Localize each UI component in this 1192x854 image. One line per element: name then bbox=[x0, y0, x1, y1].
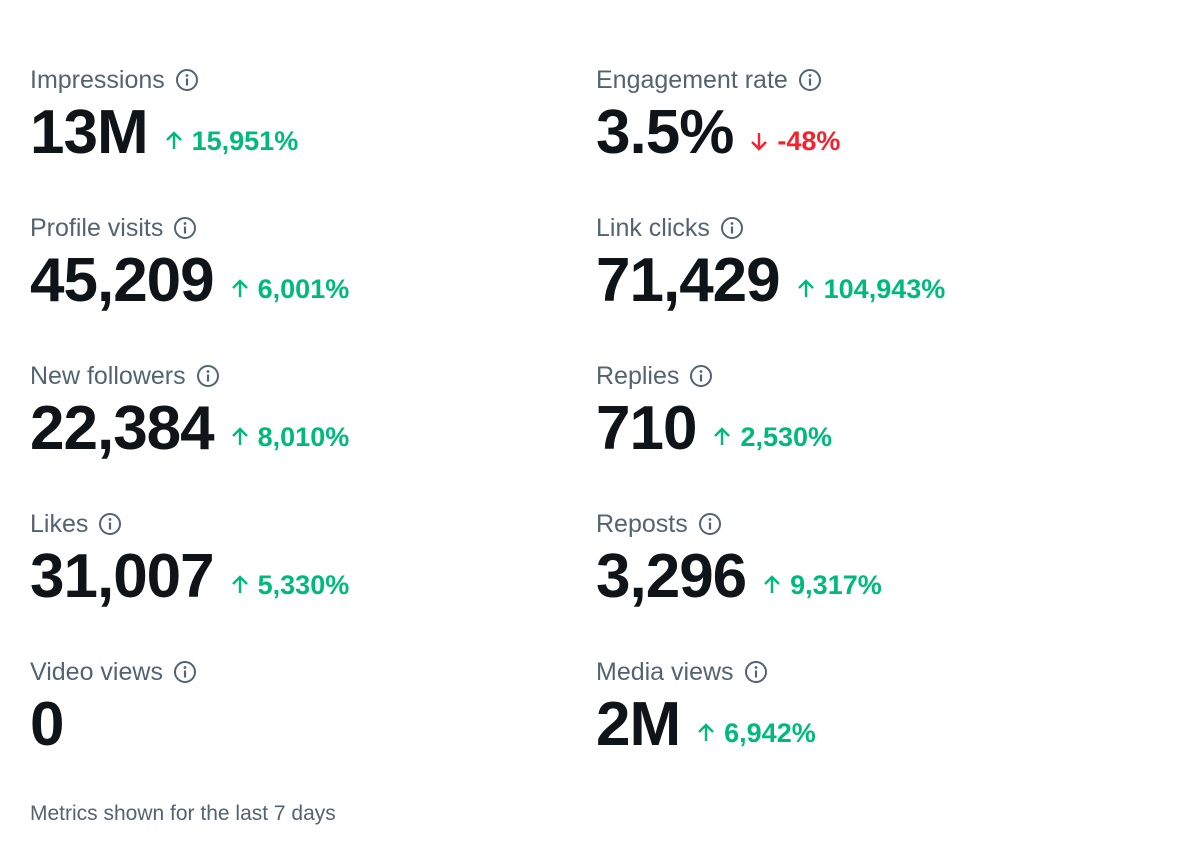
metric-change-value: 6,001% bbox=[257, 273, 350, 304]
metric-label: Reposts bbox=[596, 509, 688, 538]
metric-label: Likes bbox=[30, 509, 89, 538]
metric-media-views: Media views 2M 6,942% bbox=[596, 657, 1136, 763]
metric-change-value: -48% bbox=[777, 125, 841, 156]
arrow-up-icon bbox=[694, 721, 718, 745]
metric-change-value: 104,943% bbox=[823, 273, 946, 304]
metric-label: Profile visits bbox=[30, 213, 164, 242]
metric-value: 2M bbox=[596, 690, 681, 759]
metric-engagement-rate: Engagement rate 3.5% -48% bbox=[596, 65, 1136, 171]
metric-value: 710 bbox=[596, 394, 697, 463]
info-icon[interactable] bbox=[173, 216, 197, 240]
info-icon[interactable] bbox=[173, 660, 197, 684]
metric-value: 13M bbox=[30, 98, 149, 167]
metric-change: 8,010% bbox=[228, 421, 350, 453]
metric-label: Replies bbox=[596, 361, 680, 390]
arrow-up-icon bbox=[794, 277, 818, 301]
metric-change: 15,951% bbox=[162, 125, 299, 157]
metric-link-clicks: Link clicks 71,429 104,943% bbox=[596, 213, 1136, 319]
info-icon[interactable] bbox=[689, 364, 713, 388]
metric-change: 104,943% bbox=[794, 273, 946, 305]
metric-video-views: Video views 0 bbox=[30, 657, 570, 763]
info-icon[interactable] bbox=[798, 68, 822, 92]
arrow-up-icon bbox=[228, 573, 252, 597]
metric-label: Impressions bbox=[30, 65, 165, 94]
metric-change-value: 6,942% bbox=[724, 717, 816, 748]
metric-value: 31,007 bbox=[30, 542, 215, 611]
metric-change-value: 15,951% bbox=[191, 125, 299, 156]
metric-label: Video views bbox=[30, 657, 163, 686]
metric-change: 6,001% bbox=[228, 273, 350, 305]
metric-change: -48% bbox=[747, 126, 840, 157]
metric-value: 0 bbox=[30, 690, 64, 759]
arrow-up-icon bbox=[710, 425, 734, 449]
metric-change: 5,330% bbox=[228, 569, 350, 601]
metric-replies: Replies 710 2,530% bbox=[596, 361, 1136, 467]
arrow-up-icon bbox=[760, 573, 784, 597]
metric-value: 71,429 bbox=[596, 246, 781, 315]
metrics-footnote: Metrics shown for the last 7 days bbox=[30, 802, 336, 825]
metric-likes: Likes 31,007 5,330% bbox=[30, 509, 570, 615]
metric-profile-visits: Profile visits 45,209 6,001% bbox=[30, 213, 570, 319]
info-icon[interactable] bbox=[698, 512, 722, 536]
arrow-up-icon bbox=[228, 425, 252, 449]
metric-impressions: Impressions 13M 15,951% bbox=[30, 65, 570, 171]
info-icon[interactable] bbox=[98, 512, 122, 536]
metric-change-value: 9,317% bbox=[790, 569, 882, 600]
metric-change-value: 8,010% bbox=[257, 421, 350, 452]
metric-reposts: Reposts 3,296 9,317% bbox=[596, 509, 1136, 615]
metric-change-value: 5,330% bbox=[257, 569, 350, 600]
info-icon[interactable] bbox=[175, 68, 199, 92]
info-icon[interactable] bbox=[196, 364, 220, 388]
metric-change: 6,942% bbox=[694, 718, 816, 749]
arrow-down-icon bbox=[747, 129, 771, 153]
info-icon[interactable] bbox=[744, 660, 768, 684]
arrow-up-icon bbox=[162, 129, 186, 153]
metric-change: 9,317% bbox=[760, 570, 882, 601]
metric-value: 3,296 bbox=[596, 542, 747, 611]
metric-label: Link clicks bbox=[596, 213, 710, 242]
metric-value: 22,384 bbox=[30, 394, 215, 463]
metric-value: 3.5% bbox=[596, 98, 734, 167]
metric-change-value: 2,530% bbox=[740, 421, 833, 452]
metric-label: New followers bbox=[30, 361, 186, 390]
metric-new-followers: New followers 22,384 8,010% bbox=[30, 361, 570, 467]
info-icon[interactable] bbox=[720, 216, 744, 240]
metric-value: 45,209 bbox=[30, 246, 215, 315]
metric-label: Engagement rate bbox=[596, 65, 788, 94]
arrow-up-icon bbox=[228, 277, 252, 301]
metric-change: 2,530% bbox=[710, 422, 832, 453]
metric-label: Media views bbox=[596, 657, 734, 686]
